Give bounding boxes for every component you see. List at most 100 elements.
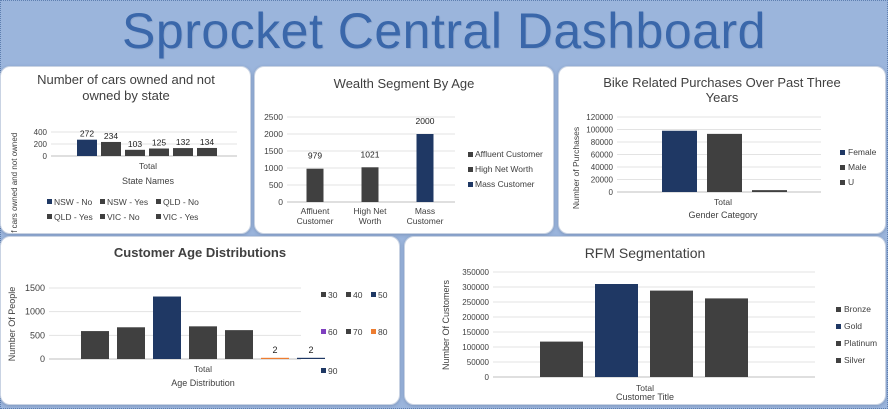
- data-label: 125: [152, 138, 166, 148]
- bar: [662, 130, 697, 192]
- y-tick-label: 80000: [591, 138, 614, 147]
- dashboard-title: Sprocket Central Dashboard: [122, 3, 766, 59]
- legend-swatch: [468, 182, 473, 187]
- y-tick-label: 200: [34, 140, 48, 149]
- y-tick-label: 1500: [25, 283, 45, 293]
- legend-label: VIC - Yes: [163, 212, 198, 222]
- x-tick-label: Worth: [359, 216, 382, 226]
- legend-label: Female: [848, 147, 877, 157]
- chart-title: Bike Related Purchases Over Past Three Y…: [559, 75, 885, 105]
- legend-swatch: [47, 214, 52, 219]
- y-tick-label: 60000: [591, 151, 614, 160]
- legend-swatch: [346, 329, 351, 334]
- legend-label: QLD - No: [163, 197, 199, 207]
- bar: [117, 327, 145, 359]
- y-tick-label: 250000: [462, 298, 489, 307]
- legend-label: Male: [848, 162, 867, 172]
- legend-label: 30: [328, 290, 338, 300]
- x-tick-label: High Net: [353, 206, 387, 216]
- bar: [261, 357, 289, 359]
- bar: [705, 298, 748, 377]
- legend-label: NSW - Yes: [107, 197, 148, 207]
- y-tick-label: 2500: [264, 112, 283, 122]
- y-tick-label: 0: [43, 152, 48, 161]
- y-tick-label: 2000: [264, 129, 283, 139]
- legend-label: High Net Worth: [475, 164, 533, 174]
- bar: [81, 331, 109, 359]
- bar: [173, 148, 193, 156]
- cars-by-state-chart: 0 200 400 272 234 103 125 132 134 Total State Name…: [10, 128, 237, 233]
- panel-rfm-segmentation: RFM Segmentation 0 50000 100000 150000 20000…: [404, 236, 886, 405]
- y-axis-label: Number Of Customers: [441, 279, 451, 370]
- legend-label: 60: [328, 327, 338, 337]
- legend-label: Silver: [844, 355, 865, 365]
- bar: [101, 141, 121, 156]
- x-tick-label: Customer: [407, 216, 444, 226]
- legend-swatch: [321, 368, 326, 373]
- wealth-segment-chart: 05001000150020002500979AffluentCustomer1…: [264, 112, 543, 226]
- legend-label: 40: [353, 290, 363, 300]
- x-axis-label: Customer Title: [616, 392, 674, 402]
- data-label: 2: [272, 345, 277, 355]
- chart-title: Number of cars owned and not owned by st…: [37, 72, 215, 103]
- legend-label: VIC - No: [107, 212, 140, 222]
- legend-swatch: [100, 214, 105, 219]
- legend-label: NSW - No: [54, 197, 93, 207]
- bar: [650, 290, 693, 377]
- legend-swatch: [321, 292, 326, 297]
- y-tick-label: 300000: [462, 283, 489, 292]
- y-axis-label: Number Of People: [7, 287, 17, 362]
- legend-swatch: [100, 199, 105, 204]
- y-axis-label: Number of Purchases: [571, 127, 581, 209]
- bar: [149, 148, 169, 156]
- legend-swatch: [836, 307, 841, 312]
- chart-title: RFM Segmentation: [584, 245, 706, 261]
- rfm-segmentation-chart: 0 50000 100000 150000 200000 250000 300000 3500…: [441, 268, 877, 402]
- chart-title: Wealth Segment By Age: [333, 76, 475, 91]
- data-label: 1021: [361, 149, 380, 159]
- legend-swatch: [468, 152, 473, 157]
- legend-swatch: [321, 329, 326, 334]
- x-axis-label: Age Distribution: [171, 378, 235, 388]
- y-tick-label: 1000: [264, 163, 283, 173]
- legend-label: Platinum: [844, 338, 877, 348]
- y-tick-label: 40000: [591, 163, 614, 172]
- legend-swatch: [156, 214, 161, 219]
- y-tick-label: 0: [485, 373, 490, 382]
- bar: [416, 134, 434, 202]
- bar: [125, 149, 145, 156]
- y-tick-label: 100000: [586, 126, 613, 135]
- legend-swatch: [156, 199, 161, 204]
- panel-bike-purchases: Bike Related Purchases Over Past Three Y…: [558, 66, 886, 234]
- bike-purchases-chart: 0 20000 40000 60000 80000 100000 120000 Female M…: [571, 113, 877, 220]
- legend-label: U: [848, 177, 854, 187]
- bar: [153, 296, 181, 359]
- panel-wealth-segment: Wealth Segment By Age 0 500 1000 1500 2000 25…: [254, 66, 554, 234]
- legend-label: 80: [378, 327, 388, 337]
- legend-swatch: [371, 292, 376, 297]
- y-tick-label: 0: [278, 197, 283, 207]
- legend-swatch: [836, 358, 841, 363]
- legend-swatch: [840, 180, 845, 185]
- bar: [77, 139, 97, 156]
- chart-title: Customer Age Distributions: [113, 245, 287, 260]
- y-tick-label: 0: [609, 188, 614, 197]
- data-label: 132: [176, 137, 190, 147]
- data-label: 134: [200, 137, 214, 147]
- legend-swatch: [47, 199, 52, 204]
- y-tick-label: 100000: [462, 343, 489, 352]
- y-tick-label: 150000: [462, 328, 489, 337]
- legend-label: Gold: [844, 321, 862, 331]
- y-tick-label: 1000: [25, 307, 45, 317]
- legend-swatch: [836, 341, 841, 346]
- bar: [297, 357, 325, 359]
- y-tick-label: 200000: [462, 313, 489, 322]
- x-tick-label: Total: [194, 364, 212, 374]
- y-tick-label: 400: [34, 128, 48, 137]
- bar: [540, 341, 583, 377]
- y-tick-label: 500: [30, 330, 45, 340]
- y-tick-label: 0: [40, 354, 45, 364]
- legend-swatch: [836, 324, 841, 329]
- panel-age-distribution: Customer Age Distributions 0 500 1000 1500 2…: [0, 236, 400, 405]
- legend-label: 50: [378, 290, 388, 300]
